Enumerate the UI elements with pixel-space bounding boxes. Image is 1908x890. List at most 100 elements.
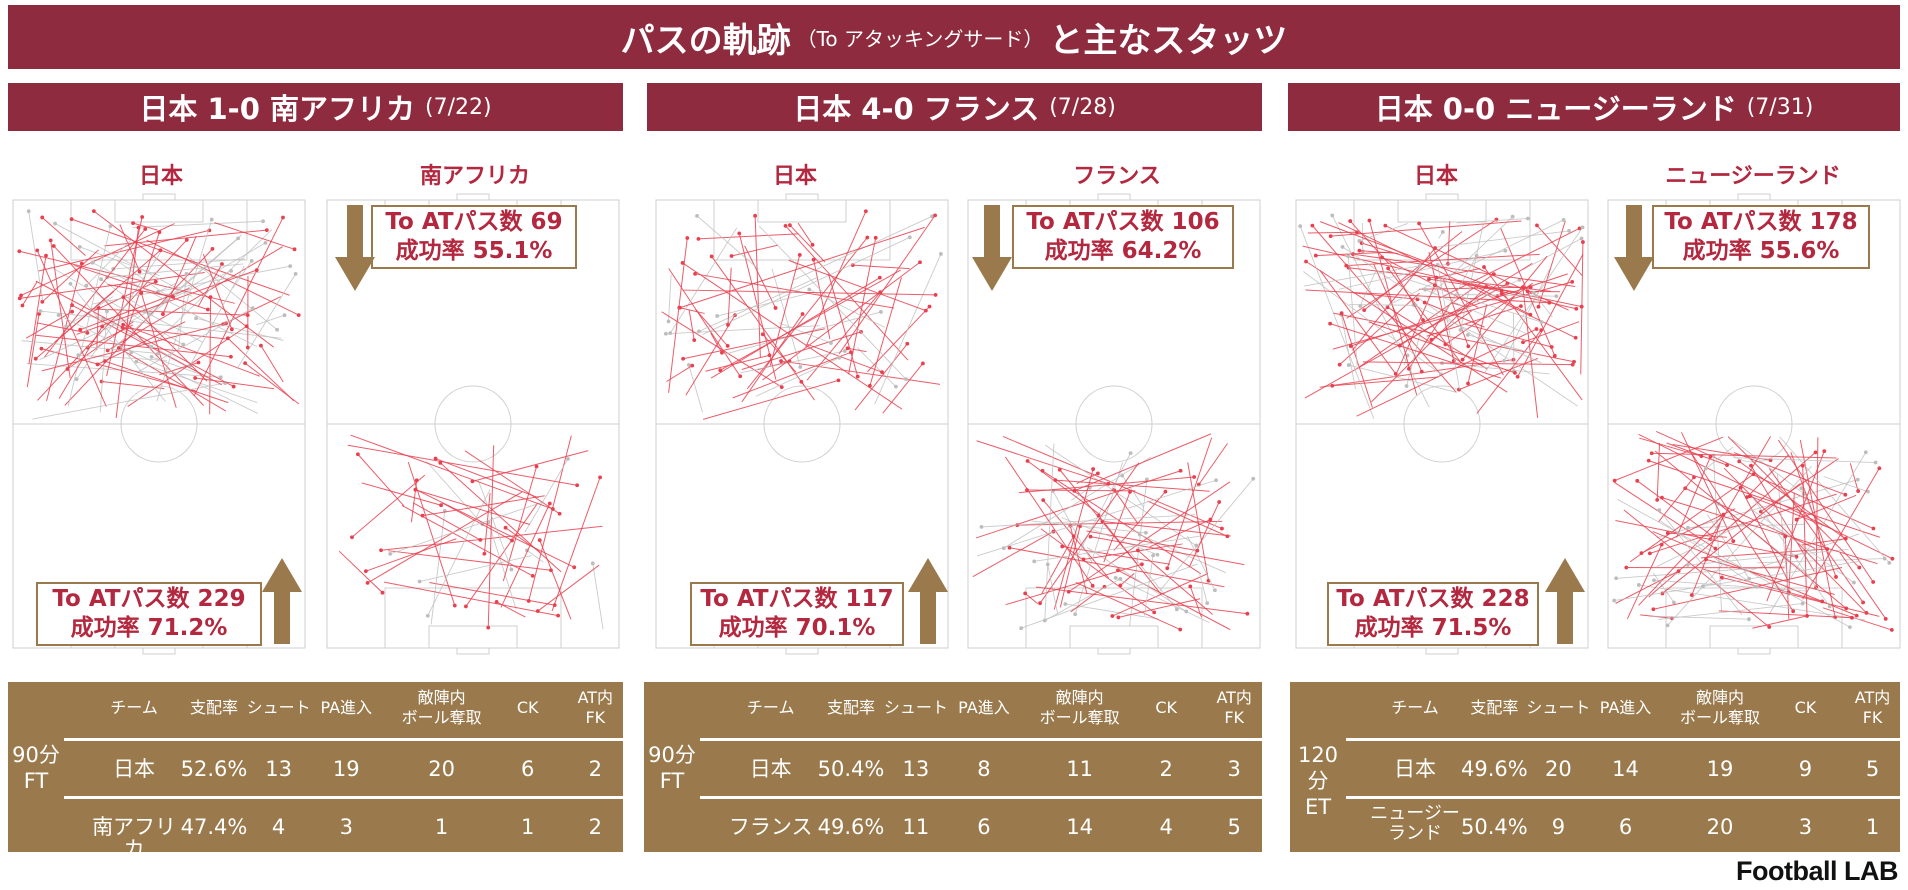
pass-line bbox=[425, 460, 483, 525]
pass-end-dot bbox=[1581, 240, 1585, 244]
table-value-cell: 8 bbox=[977, 757, 991, 781]
pass-end-dot bbox=[210, 246, 215, 251]
pass-end-dot bbox=[1178, 627, 1183, 632]
table-value-cell: 3 bbox=[1798, 815, 1813, 839]
pass-end-dot bbox=[1513, 370, 1517, 375]
pass-end-dot bbox=[753, 213, 758, 218]
japan-pass-box-3: To ATパス数 228 成功率 71.5% bbox=[1327, 582, 1539, 646]
pass-line bbox=[1733, 452, 1846, 496]
pass-line bbox=[140, 292, 177, 408]
pitch-opp-3 bbox=[1607, 193, 1901, 655]
pass-line bbox=[838, 215, 936, 355]
pass-end-dot bbox=[979, 525, 984, 529]
pass-end-dot bbox=[1110, 614, 1115, 618]
goal-box-top bbox=[757, 199, 847, 223]
pass-end-dot bbox=[1660, 495, 1664, 500]
pass-end-dot bbox=[452, 603, 457, 608]
stats-table: チーム 支配率 シュート PA進入 敵陣内 ボール奪取 CK AT内 FK 90分 FT 日本 52.6… bbox=[8, 682, 623, 860]
pass-end-dot bbox=[1421, 318, 1425, 322]
pass-line bbox=[89, 308, 248, 316]
pass-line bbox=[1332, 376, 1439, 387]
table-header-cell: 支配率 bbox=[827, 698, 876, 717]
pass-end-dot bbox=[77, 244, 82, 249]
pass-line bbox=[1363, 231, 1463, 311]
pass-end-dot bbox=[293, 271, 298, 276]
pass-line bbox=[193, 217, 284, 397]
pass-end-dot bbox=[70, 303, 74, 308]
pass-line bbox=[1027, 460, 1100, 515]
pitch-opp-2 bbox=[967, 193, 1261, 655]
pass-end-dot bbox=[779, 385, 784, 390]
table-header-cell: CK bbox=[1155, 698, 1178, 717]
pass-end-dot bbox=[1434, 275, 1439, 280]
pass-line bbox=[1005, 563, 1143, 606]
pass-end-dot bbox=[537, 538, 542, 543]
goal-top bbox=[1097, 193, 1131, 201]
pass-end-dot bbox=[894, 384, 898, 389]
pass-line bbox=[107, 283, 174, 298]
pass-end-dot bbox=[1871, 580, 1876, 584]
pass-end-dot bbox=[1754, 584, 1759, 589]
arrow-down-icon bbox=[972, 205, 1012, 291]
pass-end-dot bbox=[1152, 610, 1157, 615]
pass-line bbox=[1068, 481, 1231, 593]
pass-line bbox=[539, 539, 572, 620]
pass-line bbox=[683, 328, 825, 360]
pass-line bbox=[710, 277, 881, 379]
pass-line bbox=[441, 502, 513, 541]
pass-end-dot bbox=[1649, 451, 1654, 456]
pass-end-dot bbox=[464, 604, 468, 609]
pass-line bbox=[1779, 436, 1890, 564]
pass-end-dot bbox=[807, 287, 812, 292]
pass-line bbox=[92, 262, 258, 348]
pass-line bbox=[1733, 457, 1876, 463]
team-label-opp-3: ニュージーランド bbox=[1665, 164, 1841, 189]
pass-line bbox=[731, 244, 779, 257]
pass-end-dot bbox=[1113, 575, 1118, 580]
pass-line bbox=[789, 224, 826, 263]
japan-pass-count-2: To ATパス数 117 bbox=[700, 586, 894, 612]
pass-line bbox=[85, 239, 132, 286]
table-divider bbox=[1346, 796, 1900, 799]
team-label-japan-1: 日本 bbox=[138, 164, 183, 189]
pass-line bbox=[755, 357, 840, 397]
pass-end-dot bbox=[1393, 372, 1398, 376]
table-value-cell: 5 bbox=[1227, 815, 1241, 839]
pass-line bbox=[1432, 230, 1570, 249]
pass-line bbox=[36, 322, 88, 334]
pass-line bbox=[685, 314, 736, 396]
pass-line bbox=[551, 477, 601, 612]
pass-end-dot bbox=[1549, 345, 1554, 349]
pass-line bbox=[189, 265, 245, 366]
pass-line bbox=[472, 450, 589, 482]
table-value-cell: 20 bbox=[1706, 815, 1734, 839]
pass-line bbox=[1117, 569, 1231, 631]
pass-end-dot bbox=[39, 346, 44, 351]
pass-end-dot bbox=[85, 331, 90, 335]
pass-line bbox=[435, 458, 539, 499]
pass-line bbox=[1198, 443, 1228, 485]
pass-end-dot bbox=[1208, 517, 1213, 522]
pass-line bbox=[1738, 460, 1848, 541]
pass-line bbox=[1347, 256, 1358, 366]
pass-end-dot bbox=[1304, 259, 1308, 264]
pass-end-dot bbox=[1531, 290, 1536, 295]
pass-end-dot bbox=[108, 224, 113, 229]
pass-line bbox=[1129, 479, 1148, 627]
table-value-cell: 11 bbox=[902, 815, 930, 839]
pass-line bbox=[1359, 250, 1399, 255]
pass-line bbox=[115, 227, 139, 419]
pass-line bbox=[1352, 253, 1576, 288]
pass-end-dot bbox=[1137, 532, 1142, 537]
pass-end-dot bbox=[681, 356, 686, 361]
pass-end-dot bbox=[1466, 381, 1470, 386]
pass-line bbox=[976, 440, 1109, 485]
pass-line bbox=[144, 311, 203, 343]
pass-line bbox=[1731, 438, 1805, 494]
pass-end-dot bbox=[1328, 234, 1333, 239]
pass-end-dot bbox=[1466, 332, 1470, 337]
pass-line bbox=[1352, 292, 1418, 300]
pass-line bbox=[464, 450, 560, 515]
pass-end-dot bbox=[1887, 560, 1892, 565]
pass-line bbox=[122, 324, 260, 377]
